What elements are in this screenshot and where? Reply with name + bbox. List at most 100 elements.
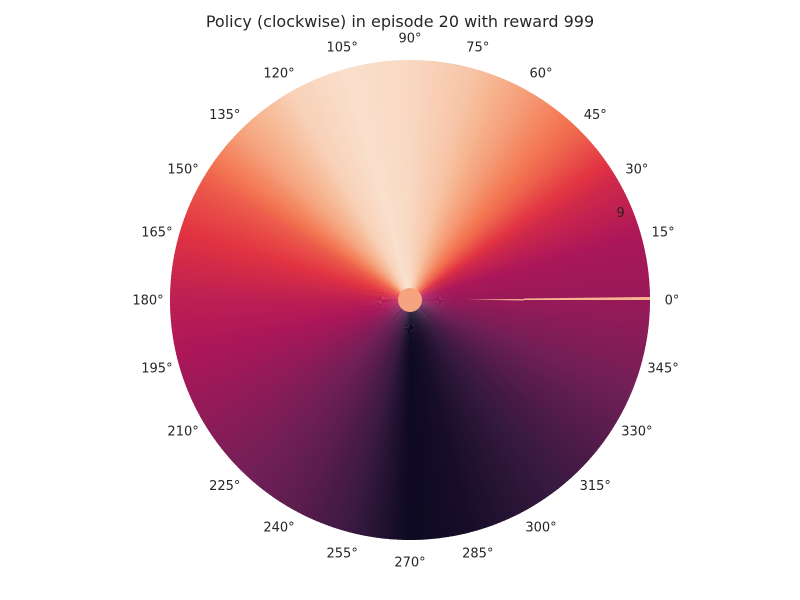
heatmap-sector xyxy=(316,310,406,524)
angle-tick-label: 210° xyxy=(167,425,198,440)
heatmap-sector xyxy=(418,307,593,461)
heatmap-sector xyxy=(415,309,546,502)
heatmap-sector xyxy=(418,138,592,293)
heatmap-sector xyxy=(218,306,402,450)
angle-tick-label: 60° xyxy=(529,67,552,82)
heatmap-sector xyxy=(246,308,403,480)
heatmap-sector xyxy=(417,308,569,484)
heatmap-sector xyxy=(331,310,407,529)
heatmap-sector xyxy=(185,210,400,297)
heatmap-sector xyxy=(226,307,402,459)
angle-tick-label: 345° xyxy=(647,361,678,376)
heatmap-sector xyxy=(420,300,650,317)
heatmap-sector xyxy=(420,303,635,390)
heatmap-sector xyxy=(222,145,402,294)
angle-tick-label: 75° xyxy=(466,40,489,55)
angle-tick-label: 135° xyxy=(209,108,240,123)
heatmap-sector xyxy=(419,306,610,438)
heatmap-sector xyxy=(206,305,401,433)
heatmap-sector xyxy=(368,310,409,538)
heatmap-sector xyxy=(420,302,642,371)
heatmap-sector xyxy=(170,274,400,300)
heatmap-sector xyxy=(411,63,456,290)
heatmap-sector xyxy=(172,258,400,299)
heatmap-sector xyxy=(418,306,603,448)
heatmap-sector xyxy=(237,307,403,471)
heatmap-sector xyxy=(393,310,410,540)
heatmap-sector xyxy=(410,60,431,290)
angle-tick-label: 300° xyxy=(525,520,556,535)
heatmap-sector xyxy=(297,309,406,515)
heatmap-sector xyxy=(343,310,408,533)
heatmap-sector xyxy=(416,308,566,487)
heatmap-sector xyxy=(419,304,627,409)
angle-tick-label: 330° xyxy=(621,425,652,440)
heatmap-sector xyxy=(419,305,621,420)
heatmap-sector xyxy=(414,80,512,291)
heatmap-sector xyxy=(234,307,403,468)
heatmap-sector xyxy=(411,61,444,290)
heatmap-sector xyxy=(420,302,646,350)
angle-tick-labels: 0° 15° 30° 45° 60° 75° 90° 105° 120° 135° 150° 165°… xyxy=(132,32,679,571)
heatmap-sector xyxy=(412,67,477,290)
heatmap-sector xyxy=(415,95,541,291)
heatmap-sector xyxy=(415,309,543,504)
angle-tick-label: 90° xyxy=(398,32,421,47)
heatmap-sector xyxy=(171,266,400,299)
heatmap-sector xyxy=(418,306,601,452)
heatmap-sector xyxy=(183,213,400,297)
heatmap-sector xyxy=(410,60,423,290)
heatmap-sector xyxy=(170,283,400,300)
heatmap-sector xyxy=(420,300,650,326)
heatmap-sector xyxy=(419,305,617,428)
radial-overlay xyxy=(398,288,650,312)
heatmap-sector xyxy=(416,100,548,291)
radial-tick-label: 9 xyxy=(617,206,625,221)
heatmap-sector xyxy=(414,81,516,291)
heatmap-sector xyxy=(419,304,630,402)
heatmap-sector xyxy=(397,310,410,540)
heatmap-sector xyxy=(236,130,403,293)
heatmap-sector xyxy=(415,93,538,291)
heatmap-sector xyxy=(190,198,401,296)
heatmap-sector xyxy=(208,305,401,436)
heatmap-sector xyxy=(272,309,404,500)
heatmap-sector xyxy=(418,306,598,455)
heatmap-sector xyxy=(252,308,403,485)
heatmap-sector xyxy=(364,310,409,537)
heatmap-sector xyxy=(420,301,647,346)
heatmap-sector xyxy=(420,303,638,383)
heatmap-sector xyxy=(419,164,612,295)
heatmap-sector xyxy=(227,139,402,293)
heatmap-sector xyxy=(211,306,402,440)
heatmap-sector xyxy=(172,262,400,299)
heatmap-sector xyxy=(376,310,409,539)
heatmap-sector xyxy=(212,158,402,294)
heatmap-sector xyxy=(418,141,594,293)
heatmap-sector xyxy=(217,152,402,294)
heatmap-sector xyxy=(254,113,404,292)
heatmap-sector xyxy=(420,300,650,313)
heatmap-sector xyxy=(417,308,572,482)
heatmap-sector xyxy=(419,305,613,435)
heatmap-sector xyxy=(240,307,403,474)
angle-tick-label: 105° xyxy=(327,40,358,55)
angle-tick-label: 15° xyxy=(652,226,675,241)
heatmap-sector xyxy=(199,180,401,295)
heatmap-sector xyxy=(260,108,404,292)
angle-tick-label: 150° xyxy=(167,163,198,178)
heatmap-sector xyxy=(175,241,400,298)
angle-tick-label: 225° xyxy=(209,479,240,494)
heatmap-sector xyxy=(188,202,400,296)
heatmap-sector xyxy=(186,206,400,296)
angle-tick-label: 120° xyxy=(263,67,294,82)
heatmap-sector xyxy=(197,183,401,295)
heatmap-sector xyxy=(286,309,405,509)
heatmap-sector xyxy=(270,101,404,292)
heatmap-sector xyxy=(412,64,464,290)
heatmap-sector xyxy=(274,98,405,291)
heatmap-sector xyxy=(230,136,402,293)
heatmap-sector xyxy=(420,302,646,354)
heatmap-sector xyxy=(323,310,407,527)
